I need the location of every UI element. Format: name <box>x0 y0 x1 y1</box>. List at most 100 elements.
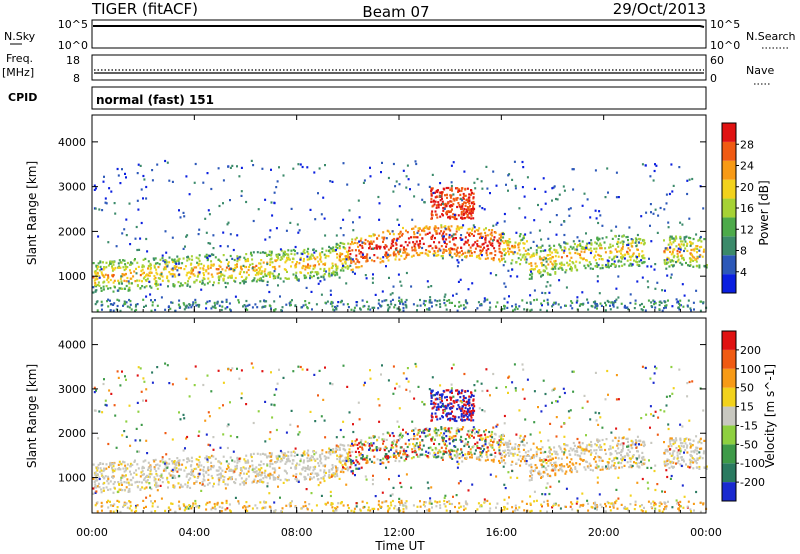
power-point <box>482 248 484 251</box>
power-point <box>148 280 151 283</box>
velocity-point <box>347 455 350 458</box>
power-point <box>679 303 681 307</box>
power-point <box>138 279 141 282</box>
velocity-point <box>373 461 376 464</box>
power-point <box>442 214 444 217</box>
power-point <box>286 277 289 280</box>
power-point <box>360 265 363 268</box>
power-point <box>669 241 672 244</box>
power-point <box>416 309 418 312</box>
velocity-point <box>589 449 592 452</box>
power-point <box>685 261 687 265</box>
power-point <box>460 246 463 249</box>
power-point <box>454 244 457 247</box>
power-point <box>123 279 126 282</box>
power-point <box>99 265 102 268</box>
velocity-point <box>414 437 417 441</box>
velocity-point <box>422 444 425 447</box>
power-point <box>489 237 492 240</box>
power-point <box>243 279 246 282</box>
power-point <box>471 202 473 205</box>
power-point <box>168 271 171 274</box>
power-point <box>156 287 159 290</box>
power-point <box>388 276 390 279</box>
velocity-point <box>453 454 456 457</box>
power-point <box>506 240 509 243</box>
power-point <box>373 233 376 236</box>
power-point <box>341 258 344 261</box>
power-point <box>433 241 435 244</box>
power-point <box>171 272 174 276</box>
power-point <box>480 180 483 183</box>
power-point <box>121 168 123 171</box>
velocity-point <box>272 478 275 481</box>
velocity-point <box>585 446 588 449</box>
power-point <box>512 252 515 256</box>
power-point <box>385 253 388 256</box>
velocity-point <box>335 473 338 476</box>
power-point <box>368 247 370 250</box>
power-point <box>468 227 471 230</box>
power-point <box>171 301 174 304</box>
power-point <box>309 277 311 280</box>
velocity-point <box>126 463 129 466</box>
power-point <box>628 226 631 229</box>
velocity-point <box>382 440 385 443</box>
power-point <box>335 248 337 252</box>
power-point <box>597 239 600 242</box>
power-point <box>270 168 272 171</box>
power-point <box>392 190 395 193</box>
velocity-point <box>670 445 673 448</box>
velocity-point <box>223 476 226 479</box>
velocity-point <box>491 444 494 447</box>
power-point <box>673 248 676 251</box>
power-point <box>233 269 236 272</box>
power-point <box>134 305 137 308</box>
power-point <box>354 249 357 252</box>
power-point <box>216 272 219 275</box>
power-point <box>490 252 493 255</box>
power-point <box>470 189 472 192</box>
power-point <box>338 247 341 250</box>
velocity-point <box>156 463 159 466</box>
power-point <box>587 301 590 304</box>
power-point <box>210 260 213 263</box>
velocity-point <box>207 478 210 481</box>
power-point <box>229 199 231 202</box>
power-point <box>463 217 466 220</box>
power-point <box>566 255 569 258</box>
power-point <box>335 245 338 248</box>
power-point <box>306 307 309 310</box>
power-point <box>630 242 633 245</box>
power-point <box>434 210 437 213</box>
power-point <box>616 240 619 243</box>
power-point <box>684 236 687 239</box>
power-point <box>471 210 474 213</box>
power-point <box>190 267 193 270</box>
velocity-point <box>394 459 397 462</box>
power-point <box>458 251 461 254</box>
power-point <box>323 253 326 256</box>
power-point <box>449 188 452 191</box>
power-point <box>222 179 225 182</box>
power-point <box>496 239 499 243</box>
velocity-point <box>186 461 189 464</box>
power-point <box>194 162 197 166</box>
power-point <box>229 254 232 258</box>
power-point <box>348 249 351 252</box>
power-point <box>473 202 476 206</box>
power-point <box>198 262 200 265</box>
velocity-point <box>673 449 676 452</box>
power-point <box>523 242 526 245</box>
power-point <box>232 248 235 252</box>
power-cbar-swatch <box>722 179 736 199</box>
power-point <box>581 291 584 294</box>
power-point <box>529 309 532 312</box>
power-point <box>226 223 229 226</box>
power-point <box>450 210 452 213</box>
velocity-point <box>462 454 465 457</box>
velocity-point <box>324 458 327 461</box>
power-point <box>385 299 388 302</box>
power-point <box>630 264 633 267</box>
